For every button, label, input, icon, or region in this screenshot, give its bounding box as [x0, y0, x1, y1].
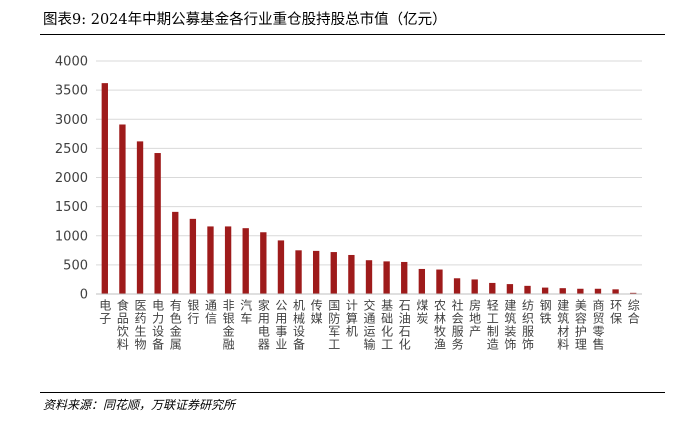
- y-tick-label: 500: [63, 258, 88, 273]
- x-tick-label: 食品饮料: [115, 298, 129, 351]
- bar: [383, 261, 390, 294]
- y-tick-label: 3500: [55, 84, 88, 99]
- y-tick-label: 3000: [55, 113, 88, 128]
- x-tick-label: 电力设备: [151, 299, 165, 351]
- bar: [312, 250, 320, 294]
- x-tick-label: 通信: [203, 299, 217, 325]
- bar: [612, 289, 619, 294]
- x-tick-label: 国防军工: [327, 299, 341, 351]
- chart-title: 图表9: 2024年中期公募基金各行业重仓股持股总市值（亿元）: [43, 12, 447, 28]
- bar: [436, 269, 443, 294]
- x-tick-label: 医药生物: [133, 299, 147, 351]
- bar: [418, 268, 426, 294]
- bar-chart: 0 500 1000 1500 2000 2500 3000 3500 4000 电子 食品饮料 医药…: [55, 55, 642, 351]
- bar: [189, 218, 197, 294]
- bar: [401, 261, 408, 294]
- x-tick-label: 轻工制造: [485, 299, 499, 351]
- bar: [154, 153, 161, 294]
- footer-rule: [40, 392, 665, 393]
- y-tick-label: 4000: [55, 55, 88, 70]
- y-tick-label: 1500: [55, 200, 88, 215]
- bar: [172, 211, 179, 294]
- x-tick-label: 公用事业: [274, 299, 288, 351]
- bar: [101, 83, 108, 294]
- x-tick-label: 银行: [186, 299, 200, 325]
- bar: [277, 240, 285, 294]
- x-tick-label: 计算机: [344, 299, 358, 338]
- x-tick-label: 交通运输: [362, 298, 376, 351]
- bar: [348, 254, 355, 294]
- y-tick-label: 0: [80, 288, 88, 303]
- x-tick-label: 建筑装饰: [503, 299, 517, 351]
- bar: [453, 278, 461, 294]
- x-tick-label: 商贸零售: [591, 298, 605, 351]
- x-tick-label: 社会服务: [450, 298, 464, 351]
- title-rule: [40, 34, 665, 35]
- x-tick-label: 电子: [98, 299, 112, 325]
- bar: [330, 252, 337, 294]
- y-tick-label: 2000: [55, 171, 88, 186]
- bar: [471, 279, 478, 294]
- bar: [260, 232, 267, 294]
- x-tick-label: 非银金融: [221, 299, 235, 351]
- x-tick-label: 美容护理: [573, 299, 587, 351]
- y-tick-label: 1000: [55, 229, 88, 244]
- bar: [630, 292, 637, 294]
- bar: [207, 226, 214, 294]
- x-tick-label: 传媒: [309, 298, 323, 325]
- x-tick-label: 农林牧渔: [432, 299, 446, 351]
- bar: [242, 228, 249, 294]
- x-tick-label: 有色金属: [168, 299, 182, 351]
- x-tick-label: 纺织服饰: [521, 299, 535, 351]
- x-tick-label: 综合: [626, 299, 640, 325]
- x-tick-label: 汽车: [239, 298, 253, 325]
- x-tick-label: 基础化工: [380, 299, 394, 351]
- bar: [506, 284, 514, 294]
- bar: [559, 288, 566, 294]
- x-tick-label: 机械设备: [292, 299, 306, 351]
- y-tick-label: 2500: [55, 142, 88, 157]
- x-tick-label: 建筑材料: [556, 299, 570, 351]
- x-tick-label: 家用电器: [256, 298, 270, 351]
- bar: [295, 250, 302, 294]
- bar: [136, 141, 144, 294]
- source-note: 资料来源：同花顺，万联证券研究所: [43, 398, 236, 412]
- bar: [577, 288, 584, 294]
- x-tick-label: 房地产: [468, 298, 482, 338]
- bar: [365, 260, 373, 294]
- x-tick-label: 煤炭: [415, 299, 429, 325]
- bar: [119, 124, 126, 295]
- x-tick-label: 石油石化: [397, 299, 411, 351]
- bar: [541, 287, 549, 294]
- bar: [524, 285, 531, 294]
- bar: [594, 288, 602, 294]
- x-tick-label: 钢铁: [538, 299, 552, 325]
- bar: [489, 282, 496, 294]
- bar: [224, 226, 232, 294]
- x-tick-label: 环保: [609, 299, 623, 325]
